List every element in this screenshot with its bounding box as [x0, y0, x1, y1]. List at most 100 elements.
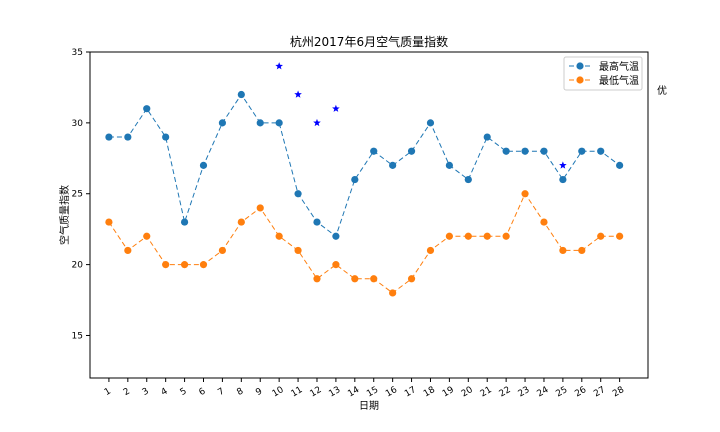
x-tick-label: 17 — [403, 385, 418, 399]
x-tick-label: 1 — [103, 387, 113, 399]
series-2-point — [616, 232, 624, 240]
series-1-point — [162, 133, 170, 141]
series-2-point — [218, 246, 227, 255]
x-tick-label: 13 — [327, 385, 342, 399]
series-1-point — [407, 147, 416, 155]
series-2-point — [559, 246, 567, 255]
series-1-point — [180, 218, 189, 226]
series-line-2 — [108, 192, 620, 294]
series-1-point — [313, 218, 321, 226]
series-1-point — [105, 133, 113, 141]
series-2-point — [275, 232, 283, 240]
y-tick-label: 35 — [72, 48, 83, 58]
x-tick-label: 5 — [179, 387, 189, 399]
side-annotation: 优 — [657, 84, 667, 97]
series-1-point — [351, 175, 359, 184]
plot-area — [89, 51, 649, 379]
x-tick-label: 12 — [309, 385, 324, 399]
star-marker — [313, 118, 321, 127]
series-1-point — [559, 175, 567, 184]
series-2-point — [407, 275, 416, 283]
x-tick-label: 24 — [536, 385, 551, 400]
x-tick-label: 8 — [235, 386, 245, 398]
series-1-point — [370, 147, 378, 155]
series-1-point — [294, 190, 302, 198]
series-1-point — [275, 119, 283, 127]
series-1-point — [483, 133, 491, 141]
series-1-point — [464, 175, 472, 184]
series-1-point — [143, 105, 151, 113]
series-2-point — [199, 261, 208, 269]
x-axis: 1 2 3 4 5 6 7 8 9 10 11 12 13 14 15 16 17 18 19 20 21 22 23 24 2… — [103, 378, 626, 399]
series-1-point — [445, 161, 453, 169]
x-tick-label: 10 — [271, 385, 286, 400]
series-2-point — [483, 232, 491, 240]
series-2-point — [578, 246, 586, 255]
x-tick-label: 25 — [554, 385, 569, 399]
x-tick-label: 16 — [384, 385, 399, 400]
x-tick-label: 14 — [346, 385, 361, 400]
series-2-point — [521, 190, 529, 198]
series-2-point — [294, 246, 302, 255]
series-1-point — [426, 119, 435, 127]
series-1-point — [521, 147, 529, 155]
series-1-point — [578, 147, 586, 155]
x-tick-label: 23 — [517, 385, 532, 399]
legend-label-1: 最高气温 — [599, 60, 639, 73]
series-2-point — [256, 204, 264, 212]
x-tick-label: 21 — [479, 385, 494, 399]
legend-marker-2 — [576, 76, 584, 84]
y-tick-label: 20 — [72, 261, 84, 271]
legend-label-2: 最低气温 — [599, 74, 639, 87]
star-marker — [275, 62, 283, 70]
series-2-point — [105, 218, 113, 226]
x-tick-label: 19 — [441, 385, 456, 400]
series-2-point — [313, 275, 321, 283]
x-axis-label: 日期 — [359, 400, 379, 412]
series-1-point — [332, 232, 340, 240]
x-tick-label: 22 — [498, 385, 513, 399]
series-2-point — [540, 218, 548, 226]
x-tick-label: 7 — [216, 387, 226, 399]
y-axis-label: 空气质量指数 — [58, 185, 71, 245]
star-marker — [559, 161, 567, 169]
series-1-point — [218, 119, 227, 127]
series-1-point — [616, 161, 624, 169]
series-2-point — [237, 218, 245, 226]
x-tick-label: 3 — [141, 387, 151, 399]
star-marker — [332, 104, 340, 112]
x-tick-label: 18 — [422, 385, 437, 400]
x-tick-label: 11 — [290, 385, 305, 399]
x-tick-label: 28 — [611, 385, 626, 400]
series-2-point — [445, 232, 453, 240]
x-tick-label: 20 — [460, 385, 475, 400]
y-tick-label: 25 — [72, 190, 83, 200]
series-2-point — [370, 275, 378, 283]
series-2-point — [464, 232, 472, 240]
x-tick-label: 4 — [160, 386, 170, 398]
series-line-1 — [108, 93, 620, 238]
y-axis: 15 20 25 30 35 — [72, 48, 90, 341]
star-markers — [275, 62, 567, 169]
x-tick-label: 15 — [365, 385, 380, 399]
x-tick-label: 27 — [592, 385, 607, 399]
series-2-point — [143, 232, 151, 240]
series-1-point — [124, 133, 132, 141]
chart-title: 杭州2017年6月空气质量指数 — [290, 34, 448, 49]
y-tick-label: 30 — [72, 119, 84, 129]
series-1-point — [389, 161, 397, 169]
series-1-point — [597, 147, 605, 155]
series-1-point — [502, 147, 510, 155]
series-1-point — [237, 90, 245, 99]
star-marker — [294, 90, 302, 98]
series-1-point — [256, 119, 264, 127]
x-tick-label: 2 — [122, 387, 132, 399]
series-2-point — [332, 261, 340, 269]
series-2-point — [351, 275, 359, 283]
y-tick-label: 15 — [72, 331, 83, 341]
legend-marker-1 — [576, 62, 584, 70]
series-1-point — [199, 161, 208, 169]
series-2-point — [502, 232, 510, 240]
